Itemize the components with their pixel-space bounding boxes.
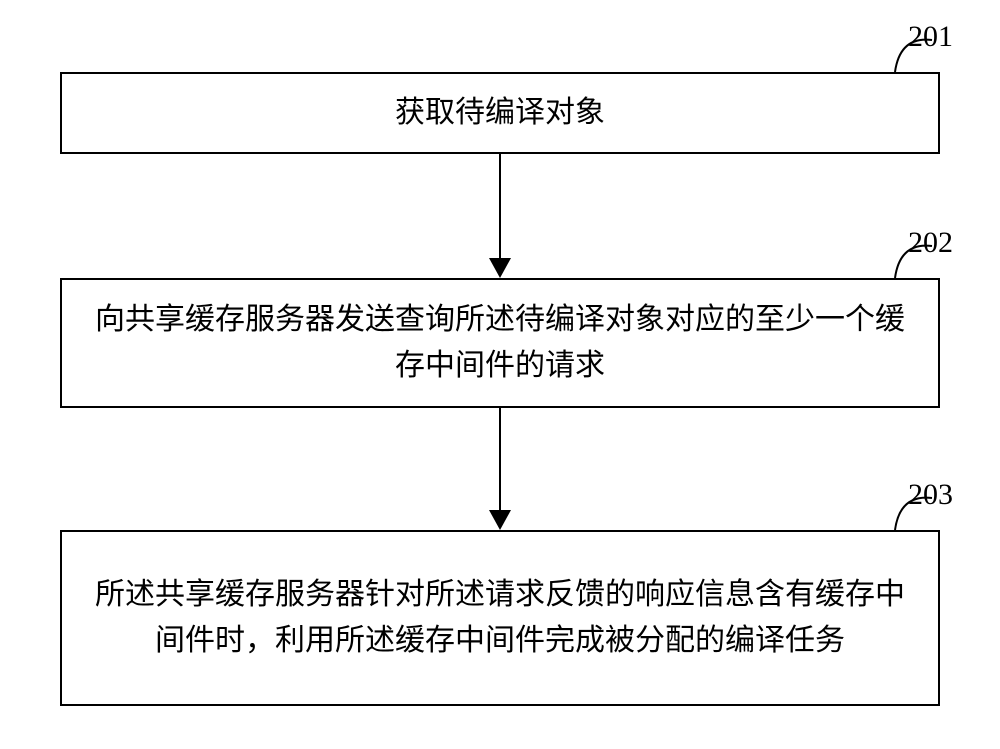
- arrow-1-line: [499, 154, 501, 260]
- step-box-202: 向共享缓存服务器发送查询所述待编译对象对应的至少一个缓存中间件的请求: [60, 278, 940, 408]
- step-box-201: 获取待编译对象: [60, 72, 940, 154]
- arrow-2-line: [499, 408, 501, 512]
- step-text-203: 所述共享缓存服务器针对所述请求反馈的响应信息含有缓存中间件时，利用所述缓存中间件…: [82, 572, 918, 665]
- label-201: 201: [908, 20, 953, 54]
- label-202: 202: [908, 226, 953, 260]
- flowchart-canvas: 获取待编译对象 向共享缓存服务器发送查询所述待编译对象对应的至少一个缓存中间件的…: [0, 0, 1000, 749]
- step-text-202: 向共享缓存服务器发送查询所述待编译对象对应的至少一个缓存中间件的请求: [82, 297, 918, 390]
- step-text-201: 获取待编译对象: [395, 90, 605, 137]
- label-203: 203: [908, 478, 953, 512]
- arrow-2-head: [489, 510, 511, 530]
- arrow-1-head: [489, 258, 511, 278]
- step-box-203: 所述共享缓存服务器针对所述请求反馈的响应信息含有缓存中间件时，利用所述缓存中间件…: [60, 530, 940, 706]
